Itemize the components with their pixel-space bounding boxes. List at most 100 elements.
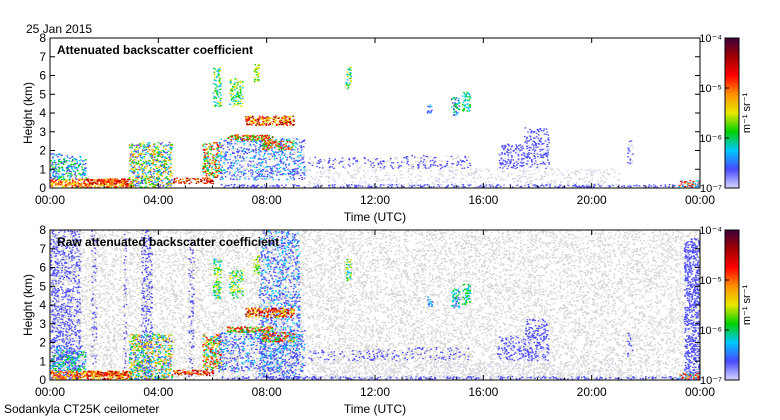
backscatter-cell xyxy=(540,137,542,139)
backscatter-cell xyxy=(455,184,458,186)
backscatter-cell xyxy=(260,186,262,188)
colorbar-tick-label: 10⁻⁶ xyxy=(699,133,722,145)
backscatter-cell xyxy=(543,175,546,177)
backscatter-cell xyxy=(230,142,233,145)
backscatter-cell xyxy=(270,153,272,155)
backscatter-cell xyxy=(237,95,239,97)
backscatter-cell xyxy=(135,163,137,165)
backscatter-cell xyxy=(339,242,341,244)
backscatter-cell xyxy=(62,182,64,184)
backscatter-cell xyxy=(66,180,68,182)
backscatter-cell xyxy=(54,166,56,168)
backscatter-cell xyxy=(211,171,214,174)
backscatter-cell xyxy=(204,156,206,158)
backscatter-cell xyxy=(418,162,420,164)
backscatter-cell xyxy=(435,186,438,188)
backscatter-cell xyxy=(220,94,222,96)
backscatter-cell xyxy=(221,178,223,180)
backscatter-cell xyxy=(161,172,163,174)
backscatter-cell xyxy=(173,181,175,184)
backscatter-cell xyxy=(148,182,150,184)
backscatter-cell xyxy=(358,183,360,185)
backscatter-cell xyxy=(441,166,444,169)
backscatter-cell xyxy=(159,164,162,166)
backscatter-cell xyxy=(532,137,535,139)
backscatter-cell xyxy=(389,367,392,369)
backscatter-cell xyxy=(235,170,237,172)
backscatter-cell xyxy=(506,163,508,165)
backscatter-cell xyxy=(210,174,213,176)
backscatter-cell xyxy=(96,181,99,183)
backscatter-cell xyxy=(452,163,455,165)
backscatter-cell xyxy=(223,169,225,171)
backscatter-cell xyxy=(391,179,394,181)
backscatter-cell xyxy=(145,159,147,162)
backscatter-cell xyxy=(301,141,303,143)
backscatter-cell xyxy=(611,184,613,186)
backscatter-cell xyxy=(543,170,546,173)
backscatter-cell xyxy=(152,163,154,165)
backscatter-cell xyxy=(401,174,404,176)
backscatter-cell xyxy=(81,186,84,188)
backscatter-cell xyxy=(349,175,352,177)
backscatter-cell xyxy=(228,143,231,145)
backscatter-cell xyxy=(71,182,73,184)
backscatter-cell xyxy=(224,144,226,146)
backscatter-cell xyxy=(53,182,56,184)
backscatter-cell xyxy=(452,97,455,99)
backscatter-cell xyxy=(375,186,378,188)
backscatter-cell xyxy=(455,163,457,165)
backscatter-cell xyxy=(159,184,162,186)
backscatter-cell xyxy=(463,161,466,163)
backscatter-cell xyxy=(541,163,543,165)
backscatter-cell xyxy=(145,146,148,149)
backscatter-cell xyxy=(452,158,455,160)
backscatter-cell xyxy=(152,149,155,151)
backscatter-cell xyxy=(506,161,509,163)
backscatter-cell xyxy=(138,147,141,149)
backscatter-cell xyxy=(540,155,543,157)
backscatter-cell xyxy=(528,186,530,188)
backscatter-cell xyxy=(412,168,415,170)
backscatter-cell xyxy=(458,98,460,100)
backscatter-cell xyxy=(133,170,136,173)
backscatter-cell xyxy=(462,104,464,106)
backscatter-cell xyxy=(205,182,208,184)
backscatter-cell xyxy=(262,169,264,171)
backscatter-cell xyxy=(135,181,138,183)
backscatter-cell xyxy=(301,162,304,164)
backscatter-cell xyxy=(594,183,597,185)
backscatter-cell xyxy=(469,174,472,176)
backscatter-cell xyxy=(246,116,248,118)
backscatter-cell xyxy=(289,156,291,158)
backscatter-cell xyxy=(141,181,143,183)
backscatter-cell xyxy=(212,180,214,183)
backscatter-cell xyxy=(51,162,54,164)
backscatter-cell xyxy=(520,154,523,156)
backscatter-cell xyxy=(59,154,62,156)
backscatter-cell xyxy=(572,355,575,358)
backscatter-cell xyxy=(257,76,260,78)
backscatter-cell xyxy=(77,185,80,187)
backscatter-cell xyxy=(236,178,238,181)
backscatter-cell xyxy=(75,167,78,169)
backscatter-cell xyxy=(503,147,506,149)
backscatter-cell xyxy=(86,184,88,187)
backscatter-cell xyxy=(567,182,569,185)
backscatter-cell xyxy=(374,175,377,178)
backscatter-cell xyxy=(678,186,680,188)
backscatter-cell xyxy=(396,162,399,164)
backscatter-cell xyxy=(500,157,503,159)
backscatter-cell xyxy=(230,95,232,98)
backscatter-cell xyxy=(532,157,535,159)
backscatter-cell xyxy=(61,166,63,168)
backscatter-cell xyxy=(213,157,215,159)
backscatter-cell xyxy=(352,175,354,178)
backscatter-cell xyxy=(136,163,138,165)
backscatter-cell xyxy=(355,164,358,167)
backscatter-cell xyxy=(600,185,602,187)
backscatter-cell xyxy=(586,264,588,266)
backscatter-cell xyxy=(141,157,143,159)
backscatter-cell xyxy=(110,183,112,185)
backscatter-cell xyxy=(445,178,448,181)
